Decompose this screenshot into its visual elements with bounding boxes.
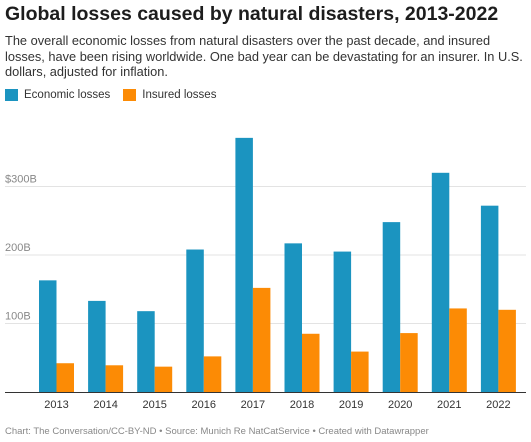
bar-economic-losses — [480, 205, 499, 392]
bar-insured-losses — [498, 309, 516, 392]
bars — [39, 137, 516, 392]
x-tick-label: 2017 — [241, 399, 265, 411]
bar-economic-losses — [333, 251, 352, 392]
x-tick-label: 2022 — [486, 399, 510, 411]
bar-insured-losses — [400, 333, 418, 392]
legend-swatch-economic — [5, 89, 18, 101]
chart-subtitle: The overall economic losses from natural… — [5, 33, 523, 79]
y-tick-label: $300B — [5, 174, 37, 186]
legend-item-insured: Insured losses — [123, 89, 216, 101]
bar-economic-losses — [88, 300, 106, 392]
legend-label-economic: Economic losses — [24, 89, 111, 101]
x-axis-ticks: 2013 2014 2015 2016 2017 2018 2019 2020 2021 2022 — [44, 399, 510, 411]
bar-economic-losses — [284, 243, 302, 392]
bar-economic-losses — [137, 311, 155, 392]
bar-insured-losses — [252, 287, 271, 392]
y-axis-ticks: 100B 200B $300B — [5, 174, 37, 323]
bar-economic-losses — [431, 172, 450, 392]
x-tick-label: 2021 — [437, 399, 461, 411]
bar-insured-losses — [351, 351, 369, 392]
legend-item-economic: Economic losses — [5, 89, 110, 101]
legend: Economic losses Insured losses — [5, 88, 229, 102]
chart-title: Global losses caused by natural disaster… — [5, 3, 499, 25]
chart-footer: Chart: The Conversation/CC-BY-ND • Sourc… — [5, 426, 429, 437]
bar-insured-losses — [154, 366, 173, 392]
bar-economic-losses — [382, 222, 401, 392]
x-tick-label: 2013 — [44, 399, 68, 411]
bar-insured-losses — [56, 363, 74, 392]
y-tick-label: 200B — [5, 242, 31, 254]
x-tick-label: 2016 — [192, 399, 216, 411]
bar-insured-losses — [449, 308, 467, 392]
x-tick-label: 2015 — [142, 399, 166, 411]
legend-swatch-insured — [123, 89, 137, 101]
bar-insured-losses — [105, 365, 124, 392]
x-tick-label: 2014 — [93, 399, 117, 411]
x-tick-label: 2019 — [339, 399, 363, 411]
bar-economic-losses — [235, 137, 253, 392]
y-tick-label: 100B — [5, 311, 31, 323]
bar-insured-losses — [302, 333, 320, 392]
bar-insured-losses — [203, 356, 222, 392]
bar-economic-losses — [186, 249, 204, 392]
x-tick-label: 2018 — [290, 399, 314, 411]
legend-label-insured: Insured losses — [142, 89, 217, 101]
bar-economic-losses — [39, 280, 57, 392]
x-tick-label: 2020 — [388, 399, 412, 411]
